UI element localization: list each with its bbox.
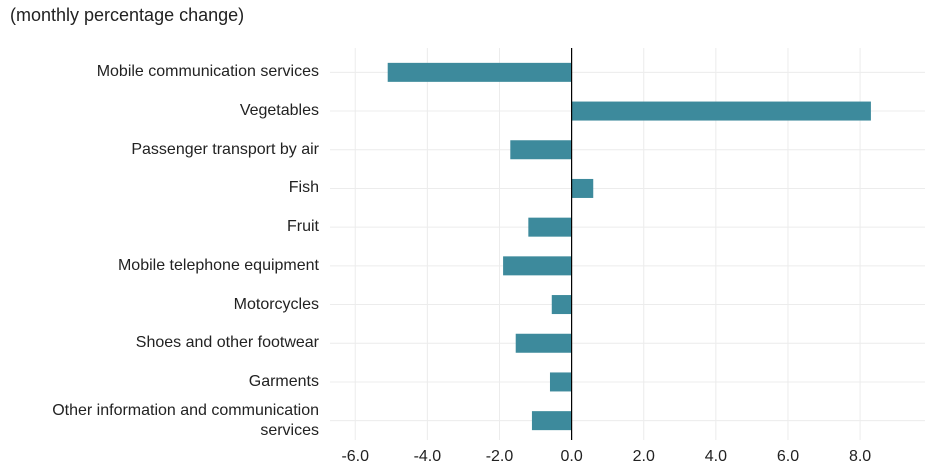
x-tick-label: 4.0 [705,448,727,465]
x-tick-label: 0.0 [560,448,582,465]
bar [515,333,572,353]
x-tick-label: 2.0 [633,448,655,465]
x-tick-label: 8.0 [849,448,871,465]
y-tick-label: Fish [288,179,319,197]
y-tick-label: Mobile communication services [96,63,319,81]
y-tick-label: Motorcycles [233,295,319,313]
x-tick-label: -2.0 [486,448,514,465]
y-tick-label: Garments [248,372,319,390]
y-tick-label: Shoes and other footwear [135,334,319,352]
bar [571,101,871,121]
bar [571,178,594,198]
bar [528,217,572,237]
bar [503,256,572,276]
bar [387,62,572,82]
y-tick-label: Passenger transport by air [131,140,319,158]
bar [531,411,572,431]
y-tick-label: Other information and communication serv… [52,401,319,439]
bar [551,295,572,315]
x-tick-label: -6.0 [341,448,369,465]
y-tick-label: Fruit [287,218,319,236]
x-tick-label: -4.0 [414,448,442,465]
x-tick-label: 6.0 [777,448,799,465]
y-tick-label: Vegetables [239,102,319,120]
bar [510,140,572,160]
bar [549,372,572,392]
y-tick-label: Mobile telephone equipment [117,256,319,274]
chart-subtitle: (monthly percentage change) [10,5,245,25]
